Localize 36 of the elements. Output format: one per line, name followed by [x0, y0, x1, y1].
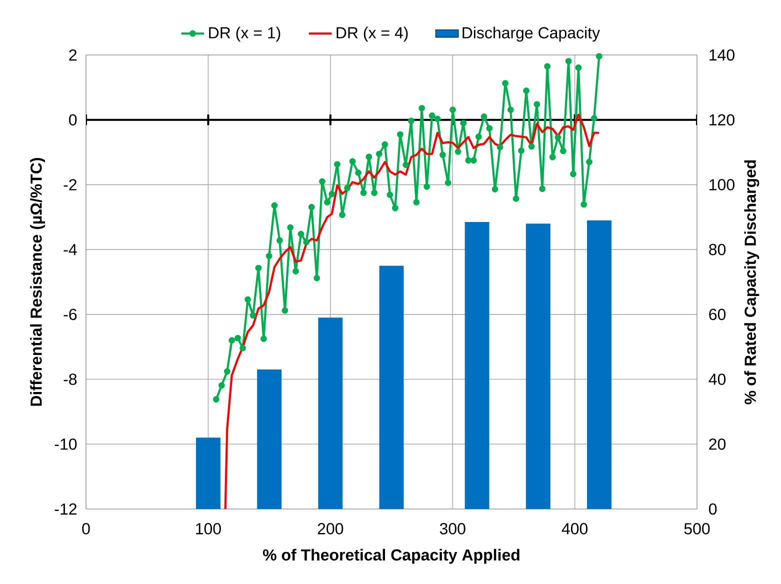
y-tick-label: -10 [54, 438, 77, 450]
x-tick-label: 0 [82, 523, 90, 534]
y2-tick-label: 140 [710, 49, 734, 61]
bar [379, 266, 404, 509]
y2-tick-label: 0 [709, 503, 717, 515]
line-series [224, 114, 600, 509]
y-tick-label: -12 [54, 503, 76, 515]
y2-tick-label: 80 [709, 244, 726, 256]
x-axis-title: % of Theoretical Capacity Applied [262, 548, 520, 564]
bar [318, 318, 343, 509]
y-tick-label: -6 [64, 308, 77, 320]
x-tick-label: 200 [318, 523, 344, 534]
x-tick-label: 500 [684, 523, 710, 534]
y2-tick-label: 120 [710, 114, 734, 126]
legend-label: DR (x = 4) [336, 26, 408, 42]
y-axis-title: Differential Resistance (µΩ/%TC) [30, 158, 46, 406]
y-tick-label: -2 [64, 179, 76, 190]
y-tick-label: -8 [64, 374, 77, 385]
y2-axis-title: % of Rated Capacity Discharged [744, 160, 760, 404]
x-tick-label: 100 [196, 523, 221, 534]
legend-label: Discharge Capacity [462, 26, 600, 42]
bar [196, 438, 220, 509]
legend-label: DR (x = 1) [209, 26, 280, 42]
y-tick-label: 0 [69, 114, 77, 126]
bar [464, 222, 490, 509]
x-tick-label: 300 [440, 523, 466, 534]
y2-tick-label: 20 [709, 438, 726, 450]
y2-tick-label: 100 [710, 179, 734, 190]
y2-tick-label: 60 [709, 308, 726, 320]
bar [587, 220, 612, 509]
x-tick-label: 400 [562, 523, 588, 534]
y2-tick-label: 40 [708, 374, 726, 385]
y-tick-label: 2 [69, 49, 76, 61]
bar [257, 370, 282, 509]
y-tick-label: -4 [64, 244, 77, 256]
bar [526, 224, 550, 509]
